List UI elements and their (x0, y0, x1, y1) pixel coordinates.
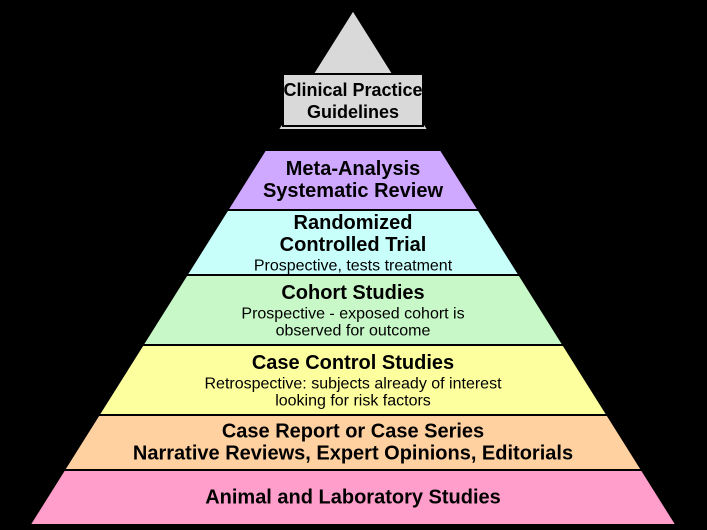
label-case-report-t0: Case Report or Case Series (222, 421, 484, 443)
label-case-control-s1: looking for risk factors (275, 393, 431, 410)
label-clinical-practice-guidelines-t0: Clinical Practice (283, 80, 422, 100)
label-cohort-s1: observed for outcome (276, 323, 431, 340)
label-rct-s0: Prospective, tests treatment (254, 258, 453, 275)
pyramid-gap (263, 130, 443, 150)
label-cohort-t0: Cohort Studies (281, 282, 424, 304)
label-meta-analysis-t0: Meta-Analysis (286, 158, 421, 180)
label-rct-t1: Controlled Trial (280, 234, 427, 256)
label-case-control-s0: Retrospective: subjects already of inter… (204, 376, 502, 393)
label-case-report-t1: Narrative Reviews, Expert Opinions, Edit… (133, 443, 573, 465)
label-animal-lab-t0: Animal and Laboratory Studies (205, 487, 501, 509)
label-meta-analysis-t1: Systematic Review (263, 180, 444, 202)
evidence-pyramid: Clinical PracticeGuidelines Meta-Analysis… (0, 0, 707, 530)
label-rct-t0: Randomized (294, 212, 413, 234)
label-clinical-practice-guidelines-t1: Guidelines (307, 102, 399, 122)
label-cohort-s0: Prospective - exposed cohort is (241, 306, 464, 323)
label-case-control-t0: Case Control Studies (252, 352, 454, 374)
